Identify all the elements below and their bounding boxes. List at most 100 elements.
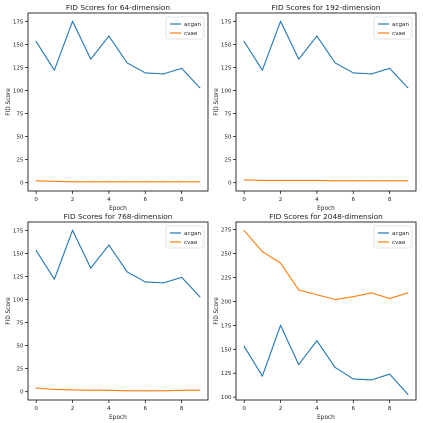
data-point-cvae: [144, 181, 146, 183]
data-point-cvae: [71, 389, 74, 391]
x-tick-label: 2: [279, 406, 283, 412]
data-point-acgan: [407, 393, 409, 395]
legend-label: cvae: [392, 31, 406, 37]
data-point-acgan: [144, 281, 146, 283]
data-point-acgan: [261, 69, 263, 71]
data-point-cvae: [279, 262, 282, 264]
data-point-cvae: [126, 181, 128, 183]
data-point-acgan: [370, 379, 373, 381]
y-tick-label: 75: [224, 112, 232, 118]
data-point-cvae: [53, 180, 55, 182]
y-axis-label: FID Score: [6, 88, 12, 116]
data-point-cvae: [162, 390, 165, 392]
y-tick-label: 100: [13, 297, 24, 303]
data-point-acgan: [162, 282, 165, 284]
legend: acgan cvae: [373, 225, 413, 249]
data-point-acgan: [316, 35, 318, 37]
data-point-cvae: [316, 179, 318, 181]
data-point-acgan: [279, 20, 282, 22]
series-line-cvae: [243, 230, 408, 301]
data-point-acgan: [90, 58, 92, 60]
subplot-3: FID Scores for 768-dimension 0 2 4 6 8 0 25 50 75…: [6, 212, 209, 421]
y-tick-label: 150: [221, 42, 232, 48]
data-point-acgan: [181, 276, 183, 278]
y-tick-label: 100: [13, 88, 24, 94]
data-point-acgan: [126, 271, 128, 273]
plot-frame: [235, 221, 417, 401]
y-tick-label: 275: [221, 228, 232, 234]
data-point-acgan: [71, 229, 74, 231]
y-tick-label: 75: [16, 321, 24, 327]
chart-title: FID Scores for 64-dimension: [66, 3, 171, 12]
data-point-cvae: [370, 180, 373, 182]
x-tick-label: 8: [388, 406, 392, 412]
data-point-cvae: [35, 387, 37, 389]
x-tick-label: 2: [279, 197, 283, 203]
y-tick-label: 100: [221, 88, 232, 94]
legend-label: acgan: [392, 22, 409, 28]
data-point-acgan: [144, 72, 146, 74]
y-tick-label: 200: [221, 299, 232, 305]
data-point-acgan: [334, 366, 336, 369]
x-tick-label: 2: [71, 197, 75, 203]
data-point-acgan: [261, 375, 263, 377]
data-point-cvae: [389, 180, 391, 182]
y-tick-label: 0: [20, 181, 24, 187]
data-point-cvae: [126, 390, 128, 392]
data-point-cvae: [352, 180, 354, 182]
y-tick-label: 25: [16, 367, 24, 373]
y-tick-label: 125: [13, 274, 24, 280]
y-tick-label: 175: [221, 19, 232, 25]
y-axis-label: FID Score: [6, 297, 12, 325]
y-tick-label: 50: [224, 135, 232, 141]
data-point-cvae: [370, 292, 373, 294]
x-axis-label: Epoch: [317, 415, 335, 421]
chart-title: FID Scores for 768-dimension: [64, 212, 173, 221]
data-point-acgan: [243, 40, 245, 43]
data-point-acgan: [407, 87, 409, 89]
data-point-acgan: [370, 73, 373, 75]
x-tick-label: 8: [180, 197, 184, 203]
y-tick-label: 175: [13, 19, 24, 25]
legend-label: cvae: [184, 240, 198, 246]
x-tick-label: 6: [351, 406, 355, 412]
x-tick-label: 4: [315, 197, 319, 203]
series-line-acgan: [243, 20, 409, 89]
y-tick-label: 0: [20, 390, 24, 396]
data-point-cvae: [181, 389, 183, 391]
plot-frame: [27, 221, 209, 401]
y-tick-label: 225: [221, 276, 232, 282]
data-point-cvae: [199, 389, 201, 391]
data-point-acgan: [35, 249, 37, 252]
data-point-cvae: [53, 388, 55, 390]
data-point-cvae: [261, 179, 263, 181]
data-point-cvae: [407, 292, 409, 294]
x-tick-label: 0: [34, 406, 38, 412]
x-tick-label: 8: [180, 406, 184, 412]
x-tick-label: 4: [315, 406, 319, 412]
x-tick-label: 6: [143, 406, 147, 412]
data-point-acgan: [181, 67, 183, 69]
y-tick-label: 175: [221, 323, 232, 329]
y-tick-label: 175: [13, 228, 24, 234]
legend-label: cvae: [392, 240, 406, 246]
y-axis-label: FID Score: [214, 88, 220, 116]
data-point-cvae: [389, 297, 391, 300]
y-tick-label: 50: [16, 344, 24, 350]
x-tick-label: 0: [242, 406, 246, 412]
data-point-cvae: [243, 179, 245, 181]
series-line-acgan: [35, 229, 201, 298]
data-point-cvae: [407, 180, 409, 182]
data-point-acgan: [389, 373, 391, 375]
plot-frame: [27, 12, 209, 192]
legend: acgan cvae: [165, 16, 205, 40]
data-point-cvae: [334, 180, 336, 182]
data-point-cvae: [108, 389, 110, 391]
data-point-acgan: [352, 378, 354, 380]
legend: acgan cvae: [373, 16, 413, 40]
series-line-cvae: [36, 180, 200, 183]
x-tick-label: 4: [107, 406, 111, 412]
legend: acgan cvae: [165, 225, 205, 249]
series-line-cvae: [36, 387, 200, 392]
